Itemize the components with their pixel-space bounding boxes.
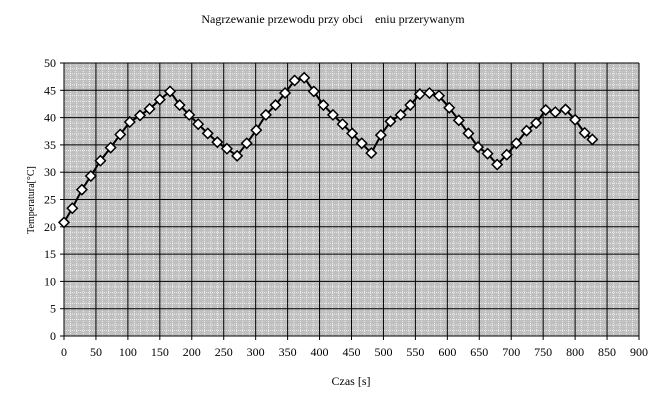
data-point-marker [57, 216, 71, 229]
data-point-marker [539, 103, 552, 117]
x-tick-label: 200 [183, 345, 201, 359]
x-tick-label: 550 [406, 345, 424, 359]
data-point-marker [549, 106, 562, 119]
x-tick-label: 700 [502, 345, 520, 359]
data-point-marker [104, 141, 117, 154]
data-point-marker [220, 142, 233, 155]
data-point-marker [394, 108, 407, 121]
data-point-marker [153, 93, 166, 106]
y-tick-label: 0 [50, 329, 56, 343]
data-point-marker [336, 118, 349, 131]
data-point-marker [183, 108, 196, 121]
data-point-marker [404, 98, 417, 112]
data-point-marker [231, 149, 244, 162]
x-tick-label: 350 [279, 345, 297, 359]
data-point-marker [586, 133, 599, 146]
y-tick-label: 50 [44, 56, 56, 70]
data-point-marker [423, 86, 436, 100]
y-tick-label: 20 [44, 220, 56, 234]
data-point-marker [443, 101, 456, 114]
data-point-marker [173, 98, 186, 112]
chart-title: Nagrzewanie przewodu przy obci eniu prze… [201, 12, 465, 26]
x-tick-label: 450 [343, 345, 361, 359]
x-tick-label: 600 [438, 345, 456, 359]
data-point-marker [317, 98, 330, 112]
data-point-marker [123, 115, 136, 129]
data-point-marker [259, 108, 272, 121]
x-tick-label: 400 [311, 345, 329, 359]
data-point-marker [481, 147, 494, 160]
data-point-marker [491, 158, 504, 171]
data-point-marker [384, 115, 397, 128]
data-point-marker [452, 114, 465, 127]
y-tick-label: 25 [44, 193, 56, 207]
data-point-marker [114, 128, 127, 141]
x-tick-labels: 0 50 100 150 200 250 300 350 400 450 500 550 600 650 7… [61, 336, 648, 359]
data-point-marker [211, 136, 224, 149]
data-point-marker [510, 137, 523, 150]
y-tick-label: 30 [44, 165, 56, 179]
data-point-marker [500, 148, 513, 161]
x-tick-label: 100 [119, 345, 137, 359]
y-tick-label: 45 [44, 83, 56, 97]
x-tick-label: 50 [90, 345, 102, 359]
data-point-marker [413, 88, 426, 101]
data-point-marker [288, 74, 301, 87]
data-point-marker [269, 98, 282, 112]
data-point-marker [578, 126, 591, 139]
x-tick-label: 650 [470, 345, 488, 359]
x-tick-label: 900 [630, 345, 648, 359]
y-tick-label: 35 [44, 138, 56, 152]
x-tick-label: 750 [534, 345, 552, 359]
y-tick-label: 10 [44, 274, 56, 288]
y-axis-label: Temperatura[°C] [26, 166, 37, 234]
data-point-marker [133, 109, 147, 122]
data-point-marker [84, 169, 97, 183]
x-tick-label: 250 [215, 345, 233, 359]
data-point-marker [201, 127, 214, 140]
data-point-marker [278, 86, 292, 100]
series-group [57, 71, 599, 229]
data-point-marker [240, 137, 253, 150]
data-point-marker [94, 154, 107, 167]
x-tick-label: 300 [247, 345, 265, 359]
data-point-marker [374, 129, 387, 142]
data-point-marker [75, 183, 88, 196]
data-point-marker [307, 85, 320, 98]
data-point-marker [365, 147, 378, 160]
x-tick-label: 500 [374, 345, 392, 359]
data-point-marker [530, 116, 543, 130]
data-point-marker [520, 124, 533, 137]
x-axis-label: Czas [s] [332, 374, 371, 388]
data-point-marker [471, 141, 485, 154]
data-point-marker [326, 108, 340, 121]
data-point-marker [298, 71, 311, 84]
data-point-marker [355, 137, 368, 150]
y-tick-label: 5 [50, 302, 56, 316]
y-tick-label: 40 [44, 111, 56, 125]
data-point-marker [192, 118, 205, 131]
x-tick-label: 150 [151, 345, 169, 359]
data-point-marker [163, 85, 177, 98]
x-tick-label: 0 [61, 345, 67, 359]
data-point-marker [250, 124, 263, 137]
y-tick-labels: 0 5 10 15 20 25 30 35 40 45 50 [44, 56, 64, 343]
data-point-marker [462, 127, 475, 140]
data-point-marker [346, 127, 359, 140]
data-point-marker [66, 202, 79, 215]
data-point-marker [559, 103, 572, 116]
data-point-marker [432, 89, 446, 102]
y-tick-label: 15 [44, 247, 56, 261]
x-tick-label: 850 [598, 345, 616, 359]
data-point-marker [569, 113, 582, 126]
x-tick-label: 800 [566, 345, 584, 359]
data-point-marker [143, 102, 156, 115]
